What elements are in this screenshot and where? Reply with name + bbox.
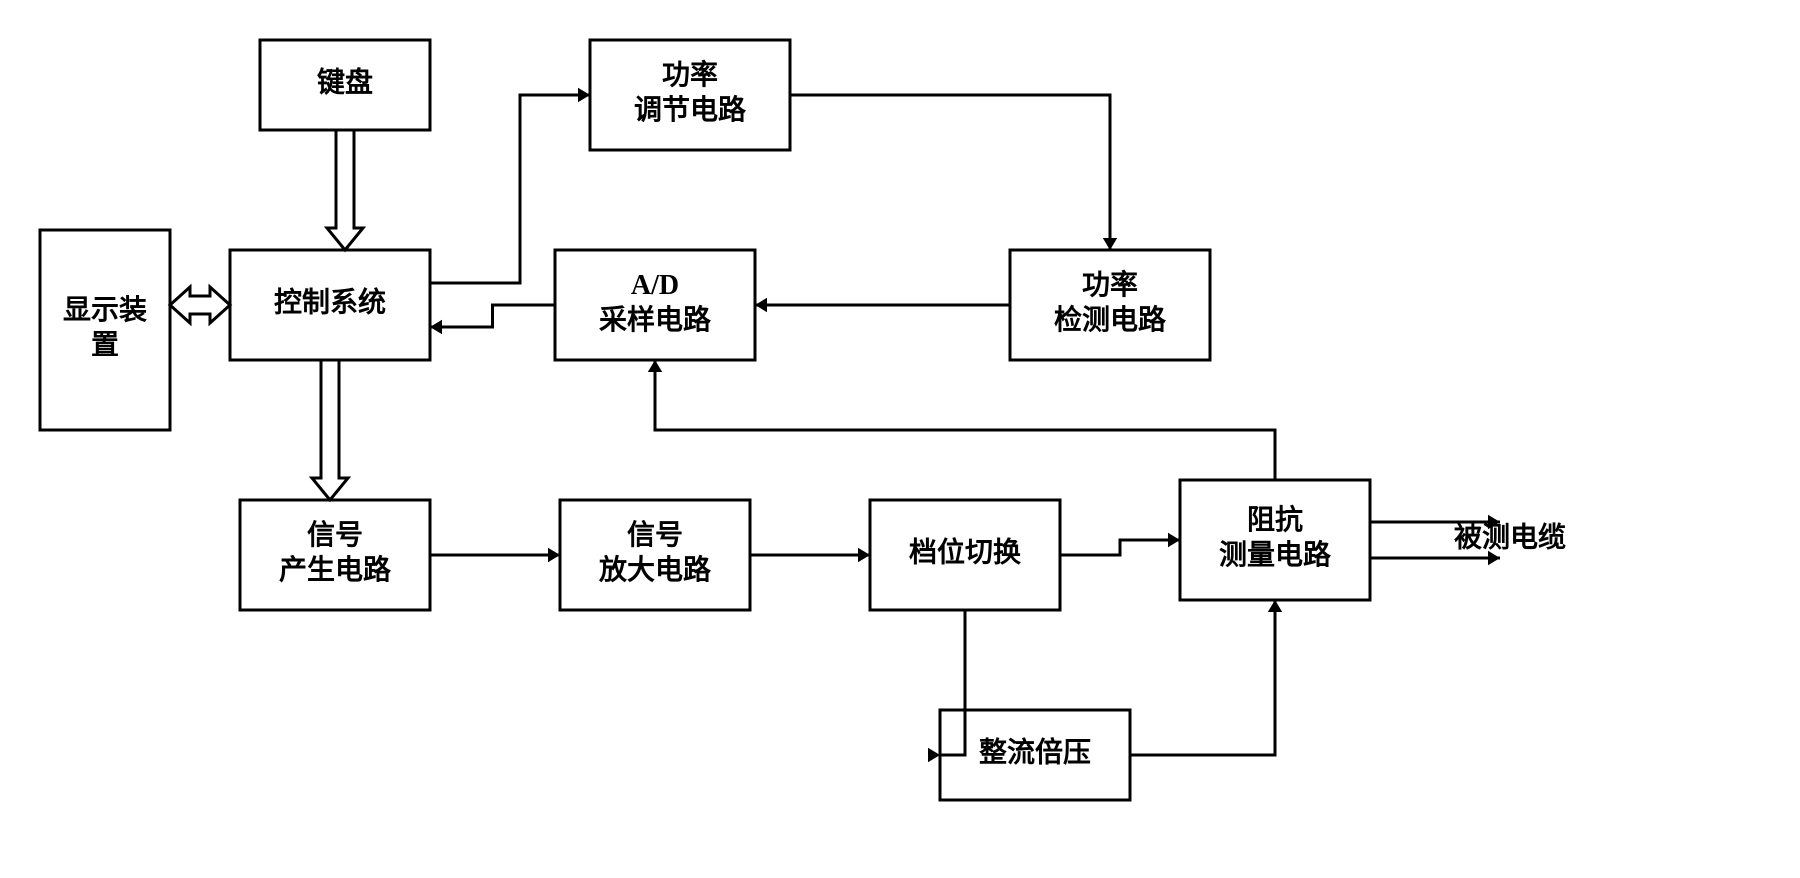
node-range_switch-label: 档位切换 [909, 535, 1022, 568]
node-power_detect-label: 检测电路 [1054, 303, 1167, 336]
hollow-arrow-keyboard-control [327, 130, 363, 250]
arrow-head [755, 298, 767, 312]
node-display-label: 显示装 [63, 294, 147, 326]
arrow-head [858, 548, 870, 562]
node-keyboard-label: 键盘 [317, 65, 373, 98]
node-power_adj-label: 调节电路 [634, 94, 747, 126]
arrow-head [548, 548, 560, 562]
arrow-head [578, 88, 590, 102]
hollow-arrow-control-sig_gen [312, 360, 348, 500]
arrow-head [1168, 533, 1180, 547]
node-ad_sample-label: 采样电路 [599, 303, 712, 336]
arrow-head [1103, 238, 1117, 250]
output-label: 被测电缆 [1454, 521, 1566, 553]
node-control-label: 控制系统 [274, 285, 386, 318]
arrow-head [430, 320, 442, 334]
node-power_detect-label: 功率 [1082, 268, 1138, 301]
arrow-head [648, 360, 662, 372]
node-sig_amp-label: 放大电路 [598, 553, 712, 586]
node-sig_amp-label: 信号 [627, 519, 683, 551]
edge-range_switch-impedance [1060, 540, 1180, 555]
node-impedance-label: 阻抗 [1247, 503, 1303, 536]
edge-impedance-ad_sample [655, 360, 1275, 480]
arrow-head [928, 748, 940, 762]
node-sig_gen-label: 产生电路 [279, 554, 392, 586]
hollow-arrow-display-control [170, 287, 230, 323]
node-display-label: 置 [91, 330, 119, 361]
edge-power_adj-power_detect [790, 95, 1110, 250]
node-ad_sample-label: A/D [631, 270, 679, 301]
node-sig_gen-label: 信号 [307, 519, 363, 551]
node-rectifier-label: 整流倍压 [979, 735, 1091, 768]
node-impedance-label: 测量电路 [1219, 539, 1332, 571]
arrow-head [1268, 600, 1282, 612]
edge-ad_sample-control [430, 305, 555, 327]
block-diagram: 显示装置键盘控制系统功率调节电路A/D采样电路功率检测电路信号产生电路信号放大电… [0, 0, 1800, 878]
node-power_adj-label: 功率 [662, 58, 718, 91]
edge-rectifier-impedance [1130, 600, 1275, 755]
